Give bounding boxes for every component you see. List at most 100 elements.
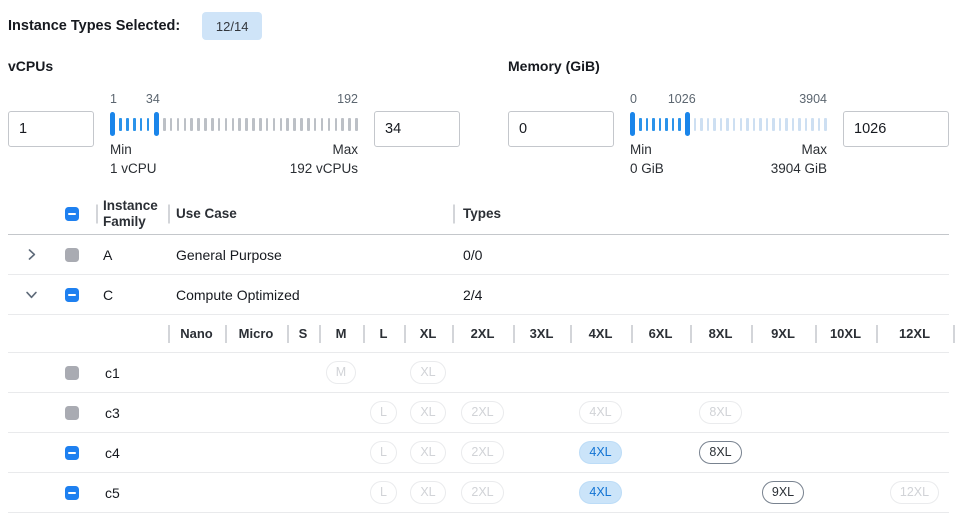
select-all-checkbox[interactable] xyxy=(65,206,79,221)
slider-scale-label: 34 xyxy=(145,92,160,106)
slider-tick xyxy=(719,117,723,131)
instance-checkbox[interactable] xyxy=(65,445,79,460)
vcpus-control-row: 1 34 192 Min 1 vCPU Max 192 vCPUs xyxy=(8,92,460,178)
memory-min-caption: Min xyxy=(630,142,652,157)
slider-tick xyxy=(785,117,788,131)
memory-slider-track[interactable] xyxy=(630,111,827,137)
instance-row-left: c1 xyxy=(8,365,168,381)
slider-tick xyxy=(313,117,317,131)
slider-tick xyxy=(169,117,173,131)
slider-tick xyxy=(238,117,241,131)
slider-tick xyxy=(300,117,303,131)
slider-tick xyxy=(671,117,675,131)
size-column-header: S xyxy=(287,315,319,352)
slider-handle[interactable] xyxy=(110,112,115,136)
memory-min-input[interactable] xyxy=(508,111,614,147)
vcpus-slider-scale: 1 34 192 xyxy=(110,92,358,109)
size-pill: 2XL xyxy=(461,441,504,464)
slider-tick xyxy=(732,117,736,131)
slider-tick xyxy=(746,117,749,131)
slider-tick xyxy=(211,117,214,131)
size-pill-cell: 8XL xyxy=(690,441,751,464)
family-checkbox[interactable] xyxy=(65,287,79,302)
size-pill-cell: 4XL xyxy=(570,481,631,504)
slider-tick xyxy=(778,117,782,131)
slider-tick xyxy=(726,117,729,131)
column-header-use-case: Use Case xyxy=(168,193,453,234)
size-column-header: 10XL xyxy=(815,315,876,352)
slider-tick xyxy=(658,117,662,131)
size-column-header: L xyxy=(363,315,404,352)
size-pill[interactable]: 4XL xyxy=(579,481,622,504)
slider-tick xyxy=(652,117,655,131)
slider-tick xyxy=(176,117,180,131)
size-pill: XL xyxy=(410,401,446,424)
slider-tick xyxy=(245,117,248,131)
filters: vCPUs 1 34 192 Min 1 vCPU Max 192 vCPUs xyxy=(8,58,949,178)
chevron-down-icon[interactable] xyxy=(24,288,38,302)
slider-tick xyxy=(119,117,122,131)
slider-tick xyxy=(817,117,821,131)
family-checkbox-cell xyxy=(53,287,96,302)
instance-name: c1 xyxy=(105,364,120,381)
size-pill[interactable]: 9XL xyxy=(761,481,805,504)
vcpus-max-input[interactable] xyxy=(374,111,460,147)
slider-tick xyxy=(190,117,193,131)
instance-checkbox xyxy=(65,405,79,420)
size-pill-cell: XL xyxy=(404,481,452,504)
slider-tick xyxy=(739,117,742,131)
slider-tick xyxy=(824,117,827,131)
size-column-header: M xyxy=(319,315,363,352)
slider-tick xyxy=(286,117,289,131)
memory-slider[interactable]: 0 1026 3904 Min 0 GiB Max 3904 GiB xyxy=(630,92,827,178)
memory-max-input[interactable] xyxy=(843,111,949,147)
types-count: 0/0 xyxy=(463,246,483,263)
size-pill-cell: 2XL xyxy=(452,441,513,464)
vcpus-min-input[interactable] xyxy=(8,111,94,147)
size-pill[interactable]: 4XL xyxy=(579,441,622,464)
slider-tick xyxy=(639,117,642,131)
slider-tick xyxy=(293,117,296,131)
vcpus-min-value: 1 vCPU xyxy=(110,161,157,176)
slider-tick xyxy=(752,117,756,131)
slider-tick xyxy=(139,117,143,131)
size-pill-cell: M xyxy=(319,361,363,384)
instance-row: c3 L XL 2XL 4XL 8XL xyxy=(8,393,949,433)
slider-tick xyxy=(693,117,697,131)
size-column-header: 4XL xyxy=(570,315,631,352)
memory-control-row: 0 1026 3904 Min 0 GiB Max 3904 GiB xyxy=(508,92,949,178)
vcpus-filter-label: vCPUs xyxy=(8,58,54,74)
slider-handle[interactable] xyxy=(630,112,635,136)
size-pill: 2XL xyxy=(461,401,504,424)
slider-tick xyxy=(126,117,129,131)
size-header-row: Nano Micro S M L XL 2XL 3XL 4XL 6XL 8XL 9XL 10XL 12XL xyxy=(8,315,949,353)
memory-min-value: 0 GiB xyxy=(630,161,664,176)
vcpus-slider[interactable]: 1 34 192 Min 1 vCPU Max 192 vCPUs xyxy=(110,92,358,178)
slider-tick xyxy=(765,117,769,131)
slider-scale-label: 192 xyxy=(337,92,358,106)
slider-tick xyxy=(645,117,649,131)
slider-tick xyxy=(341,117,344,131)
size-pill: L xyxy=(370,441,397,464)
slider-handle[interactable] xyxy=(153,112,159,136)
slider-scale-label: 1026 xyxy=(667,92,696,106)
slider-tick xyxy=(348,117,351,131)
expand-toggle-cell xyxy=(8,288,53,302)
slider-tick xyxy=(217,117,221,131)
memory-max-caption: Max xyxy=(801,142,827,157)
size-pill-cell: L xyxy=(363,481,404,504)
vcpus-slider-track[interactable] xyxy=(110,111,358,137)
slider-scale-label: 1 xyxy=(110,92,117,106)
instance-checkbox[interactable] xyxy=(65,485,79,500)
slider-tick xyxy=(265,117,269,131)
slider-handle[interactable] xyxy=(684,112,690,136)
vcpus-min-caption: Min xyxy=(110,142,132,157)
size-column-header: 9XL xyxy=(751,315,815,352)
size-pill[interactable]: 8XL xyxy=(699,441,742,464)
size-pill-cell: 9XL xyxy=(751,481,815,504)
slider-tick xyxy=(272,117,276,131)
chevron-right-icon[interactable] xyxy=(24,248,38,262)
expand-toggle-cell xyxy=(8,248,53,262)
slider-tick xyxy=(146,117,150,131)
instance-name: c4 xyxy=(105,444,120,461)
